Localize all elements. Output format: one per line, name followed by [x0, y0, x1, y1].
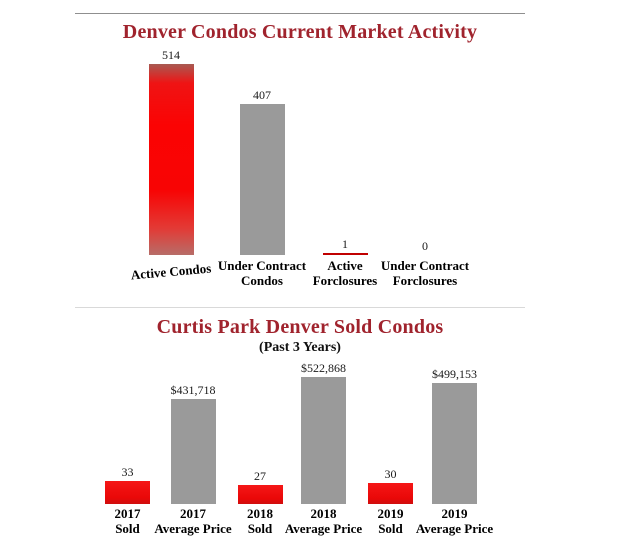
category-label-line: 2019 — [441, 506, 468, 521]
category-label: Under Contract Condos — [204, 258, 320, 288]
category-label-line: Active — [327, 258, 363, 273]
category-label: 2019 Sold — [333, 506, 449, 536]
category-label-line: Average Price — [284, 521, 363, 536]
bar — [301, 376, 346, 504]
category-label: 2019 Average Price — [397, 506, 513, 536]
bar-value-label: 0 — [422, 239, 428, 253]
category-label-line: Average Price — [415, 521, 494, 536]
category-label-line: Average Price — [154, 521, 232, 536]
category-label-line: Sold — [247, 521, 273, 536]
bar — [432, 382, 477, 504]
bar-value-label: $431,718 — [170, 383, 216, 398]
category-label: 2018 Sold — [202, 506, 318, 536]
bar-value-label: 30 — [384, 467, 397, 481]
category-label: 2017 Average Price — [135, 506, 251, 536]
bar — [170, 399, 216, 504]
bar — [148, 63, 194, 255]
bar-value-label: 27 — [254, 469, 266, 484]
bar-value-label: $499,153 — [432, 366, 477, 381]
category-label: 2017 Sold — [70, 506, 186, 536]
section-divider-top — [75, 13, 525, 14]
bar-value-label: 33 — [121, 464, 134, 479]
chart2-subtitle: (Past 3 Years) — [259, 340, 341, 355]
category-label-line: Under Contract — [217, 258, 307, 273]
category-label-line: 2017 — [180, 506, 206, 521]
category-label-line: Sold — [378, 521, 403, 536]
bar-value-label: $522,868 — [301, 360, 346, 375]
category-label-line: Forclosures — [392, 273, 458, 288]
bar — [237, 485, 283, 504]
category-label-line: Sold — [115, 521, 140, 536]
bar-value-label: 514 — [162, 47, 180, 62]
category-label-line: 2019 — [377, 506, 404, 521]
category-label-line: Condos — [241, 273, 283, 288]
bar — [105, 480, 150, 504]
category-label: Active Forclosures — [287, 258, 403, 288]
bar — [368, 483, 413, 504]
bar — [322, 253, 368, 255]
bar — [239, 103, 285, 255]
category-label: 2018 Average Price — [266, 506, 382, 536]
category-label-line: 2018 — [247, 506, 273, 521]
chart1-title: Denver Condos Current Market Activity — [122, 21, 478, 43]
category-label-line: Under Contract — [380, 258, 470, 273]
category-label: Under Contract Forclosures — [367, 258, 483, 288]
category-label-line: 2018 — [310, 506, 337, 521]
category-label-line: Forclosures — [312, 273, 378, 288]
category-label-line: 2017 — [114, 506, 141, 521]
section-divider-middle — [75, 307, 525, 308]
chart2-title: Curtis Park Denver Sold Condos — [156, 316, 444, 338]
bar-value-label: 1 — [342, 237, 348, 251]
bar-value-label: 407 — [253, 87, 271, 102]
